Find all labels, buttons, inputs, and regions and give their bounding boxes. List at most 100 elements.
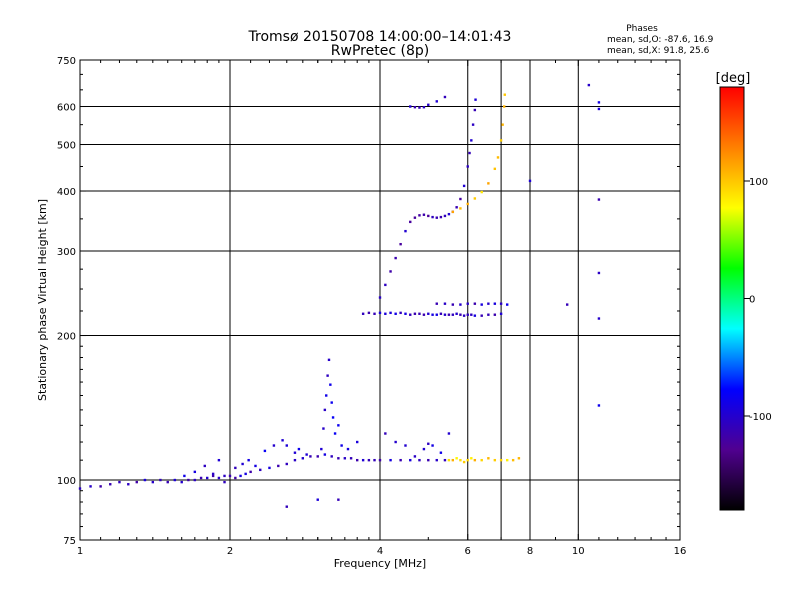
- echo-point: [329, 383, 332, 386]
- echo-point: [466, 313, 469, 316]
- echo-point: [333, 432, 337, 435]
- echo-point: [474, 98, 477, 101]
- echo-point: [473, 197, 477, 200]
- echo-point: [435, 313, 438, 316]
- echo-point: [443, 302, 447, 305]
- echo-point: [259, 468, 262, 472]
- echo-point: [378, 458, 382, 462]
- series-e-trace-o-mode-: [78, 453, 447, 490]
- echo-point: [187, 478, 190, 482]
- echo-point: [337, 424, 340, 427]
- echo-point: [462, 184, 466, 188]
- echo-point: [493, 302, 497, 305]
- series-f1-ledge-o-mode-: [361, 302, 509, 317]
- echo-point: [361, 312, 365, 315]
- y-tick-label: 600: [57, 103, 76, 114]
- x-tick-label: 8: [527, 546, 533, 557]
- echo-point: [346, 447, 350, 451]
- y-axis-label: Stationary phase Virtual Height [km]: [36, 199, 49, 401]
- echo-point: [297, 447, 301, 451]
- echo-point: [217, 476, 221, 480]
- echo-point: [487, 457, 490, 460]
- echo-point: [459, 313, 462, 316]
- echo-point: [241, 462, 244, 466]
- y-tick-label: 75: [63, 536, 76, 547]
- echo-point: [322, 427, 325, 430]
- echo-point: [597, 317, 601, 320]
- echo-point: [143, 478, 147, 482]
- echo-point: [323, 453, 327, 456]
- echo-point: [330, 455, 333, 458]
- echo-point: [183, 474, 186, 478]
- echo-point: [493, 167, 497, 171]
- echo-point: [239, 474, 242, 478]
- echo-point: [435, 100, 438, 103]
- echo-point: [499, 312, 503, 315]
- echo-point: [166, 480, 169, 484]
- echo-point: [427, 458, 430, 462]
- echo-point: [355, 458, 359, 462]
- echo-point: [281, 439, 284, 442]
- echo-point: [473, 314, 477, 317]
- echo-point: [597, 107, 601, 111]
- echo-point: [499, 139, 503, 142]
- echo-point: [316, 455, 319, 458]
- echo-point: [151, 480, 155, 484]
- echo-point: [422, 213, 426, 216]
- echo-point: [470, 139, 473, 142]
- y-tick-label: 100: [57, 476, 76, 487]
- echo-point: [373, 458, 376, 462]
- echo-point: [422, 313, 426, 316]
- echo-point: [431, 313, 434, 316]
- echo-point: [234, 476, 237, 480]
- chart-subtitle: RwPretec (8p): [331, 43, 429, 59]
- echo-point: [505, 303, 509, 306]
- colorbar-tick-label: 0: [749, 295, 755, 306]
- echo-point: [503, 93, 506, 96]
- echo-point: [389, 311, 392, 315]
- echo-point: [517, 457, 521, 460]
- echo-point: [326, 374, 329, 377]
- echo-point: [409, 458, 412, 462]
- echo-point: [180, 480, 183, 484]
- echo-point: [443, 458, 447, 462]
- echo-point: [487, 302, 490, 305]
- colorbar-label: [deg]: [716, 71, 751, 86]
- echo-point: [435, 458, 438, 462]
- echo-point: [443, 214, 447, 218]
- echo-point: [451, 313, 455, 316]
- echo-point: [254, 464, 257, 468]
- echo-point: [455, 206, 458, 209]
- echo-point: [293, 451, 297, 454]
- echo-point: [277, 464, 280, 468]
- echo-point: [325, 394, 328, 397]
- echo-point: [285, 462, 288, 466]
- echo-point: [462, 314, 466, 317]
- echo-point: [301, 457, 305, 460]
- echo-point: [355, 440, 359, 444]
- echo-point: [109, 483, 112, 486]
- echo-point: [447, 313, 451, 316]
- echo-point: [268, 466, 271, 470]
- series-f2-trace-x-mode-: [451, 93, 506, 214]
- echo-point: [211, 472, 215, 476]
- series-noise: [285, 83, 601, 508]
- echo-point: [337, 457, 340, 460]
- echo-point: [272, 444, 276, 447]
- x-tick-label: 10: [572, 546, 585, 557]
- echo-point: [528, 179, 532, 183]
- y-axis-ticks: 75 100 200 300 400 500 600 750: [57, 56, 680, 547]
- echo-point: [435, 302, 438, 305]
- echo-point: [471, 123, 475, 126]
- echo-point: [501, 123, 504, 126]
- echo-point: [597, 101, 601, 104]
- echo-point: [78, 487, 82, 490]
- echo-point: [435, 216, 438, 219]
- echo-point: [459, 207, 462, 210]
- x-tick-label: 2: [227, 546, 233, 557]
- echo-point: [443, 95, 447, 99]
- echo-point: [309, 455, 312, 458]
- echo-point: [247, 458, 250, 462]
- echo-point: [502, 105, 506, 108]
- echo-point: [404, 229, 407, 233]
